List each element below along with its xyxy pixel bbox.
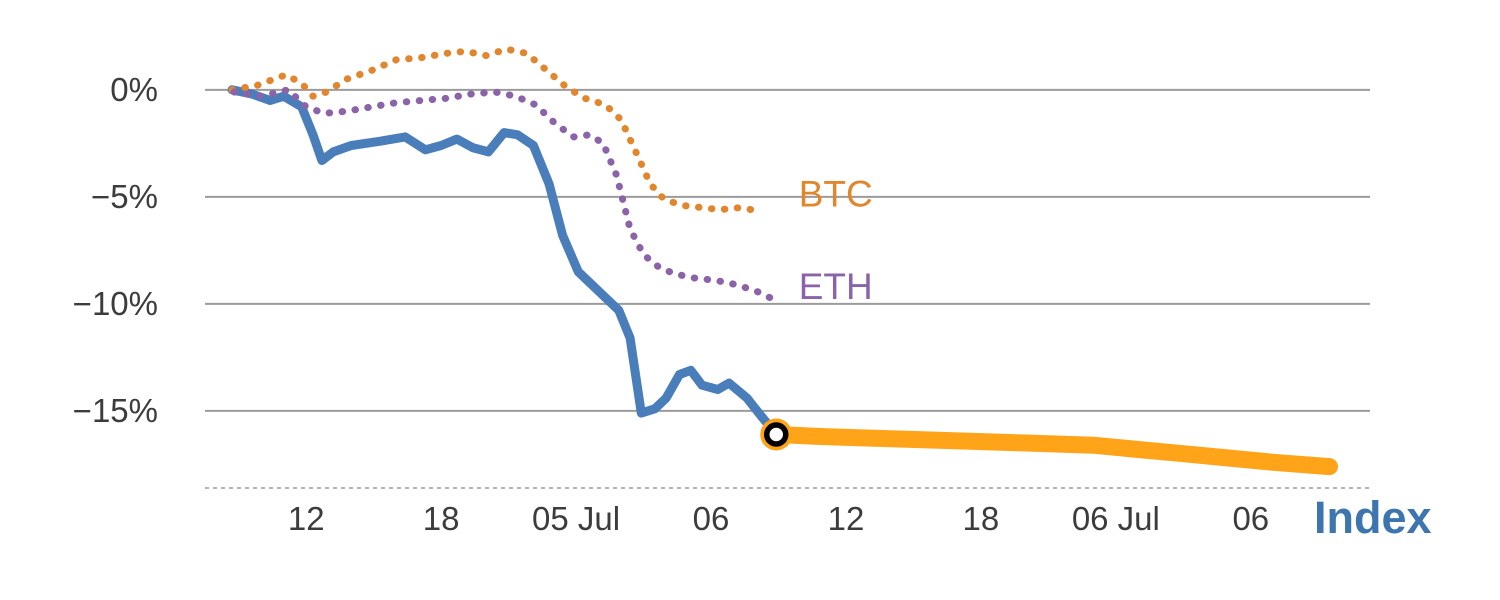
y-tick-label: −15% [73,392,158,429]
x-tick-label: 18 [423,500,460,537]
current-point-marker [764,422,789,447]
x-tick-label: 12 [828,500,865,537]
eth-line [230,86,778,304]
btc-line [228,45,767,216]
index-projection-line [767,426,1338,476]
eth-series-label: ETH [799,266,873,307]
x-tick-label: 06 Jul [1072,500,1160,537]
x-tick-label: 06 [693,500,730,537]
x-tick-label: 12 [288,500,325,537]
index-axis-label: Index [1314,492,1432,543]
x-tick-label: 06 [1232,500,1269,537]
btc-series-label: BTC [799,174,873,215]
y-tick-label: −5% [91,178,158,215]
x-tick-label: 18 [963,500,1000,537]
y-tick-label: −10% [73,285,158,322]
index-line [227,85,781,439]
y-tick-label: 0% [110,71,158,108]
x-tick-label: 05 Jul [532,500,620,537]
